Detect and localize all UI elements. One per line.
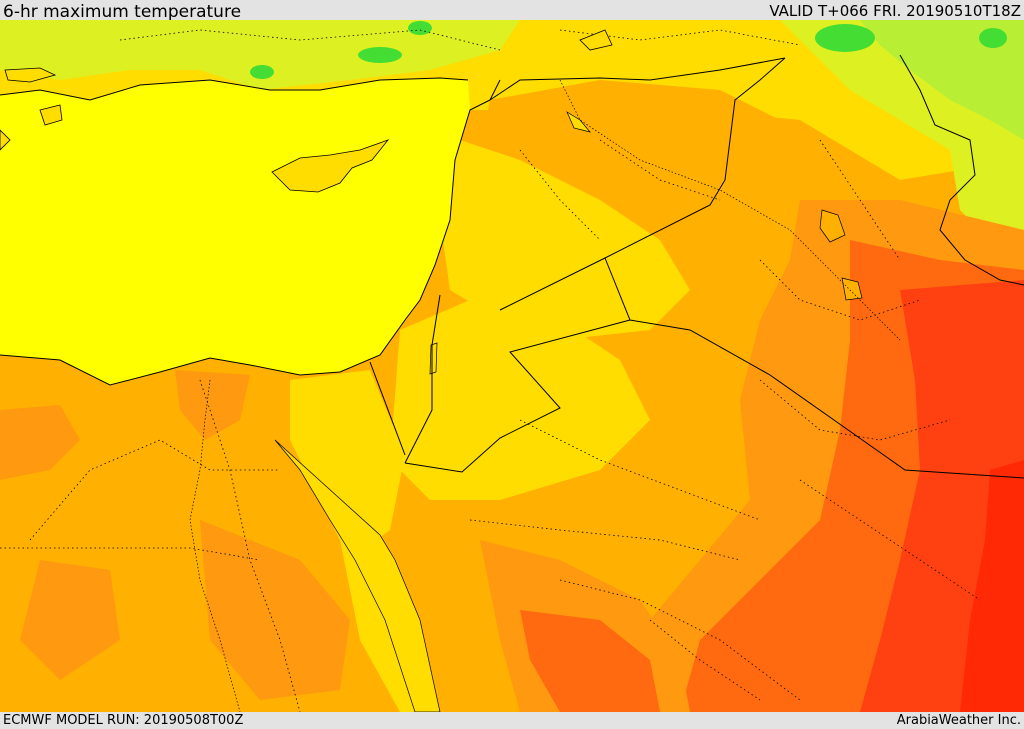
egypt-dark-orange-1 <box>0 405 80 480</box>
border-jordan-israel <box>404 294 441 464</box>
border-iraq-jordan-saudi <box>604 257 1024 479</box>
map-svg <box>0 20 1024 712</box>
border-iran-iraq <box>899 54 1024 286</box>
lake-assad <box>566 111 591 133</box>
lake-tharthar <box>819 209 846 243</box>
cool-spot-2 <box>979 28 1007 48</box>
zagros-green-zone <box>860 20 1024 140</box>
syria-yellow-zone <box>440 140 690 340</box>
coastline <box>0 79 501 386</box>
cool-spot-3 <box>358 47 402 63</box>
cyprus-island <box>271 139 390 193</box>
egypt-dark-orange-2 <box>175 370 250 440</box>
egypt-dark-orange-4 <box>200 520 350 700</box>
egypt-dark-orange-3 <box>20 560 120 680</box>
temperature-map <box>0 20 1024 712</box>
jordan-yellow-zone <box>390 300 650 500</box>
aegean-islands <box>0 29 613 151</box>
anatolia-green-zone <box>0 20 520 90</box>
cool-spot-4 <box>250 65 274 79</box>
red-sea <box>274 439 441 712</box>
dead-sea <box>429 342 438 375</box>
sinai-yellow-zone <box>290 370 405 560</box>
province-borders <box>0 29 981 712</box>
credit-label: ArabiaWeather Inc. <box>896 713 1021 728</box>
turkey-coast <box>0 77 469 101</box>
map-title: 6-hr maximum temperature <box>3 2 242 22</box>
cool-spot-5 <box>408 21 432 35</box>
euphrates-river <box>559 79 901 341</box>
footer-bar: ECMWF MODEL RUN: 20190508T00Z ArabiaWeat… <box>0 712 1024 729</box>
border-jordan-saudi <box>404 319 631 473</box>
hejaz-hot-zone <box>520 610 660 712</box>
header-bar: 6-hr maximum temperature VALID T+066 FRI… <box>0 0 1024 22</box>
lake-razzaza <box>841 277 863 301</box>
model-run-label: ECMWF MODEL RUN: 20190508T00Z <box>3 713 244 728</box>
cool-spot-1 <box>815 24 875 52</box>
border-egypt-israel <box>369 361 406 456</box>
valid-time: VALID T+066 FRI. 20190510T18Z <box>769 2 1021 20</box>
border-turkey-syria <box>489 57 786 101</box>
hottest-zone <box>960 460 1024 712</box>
